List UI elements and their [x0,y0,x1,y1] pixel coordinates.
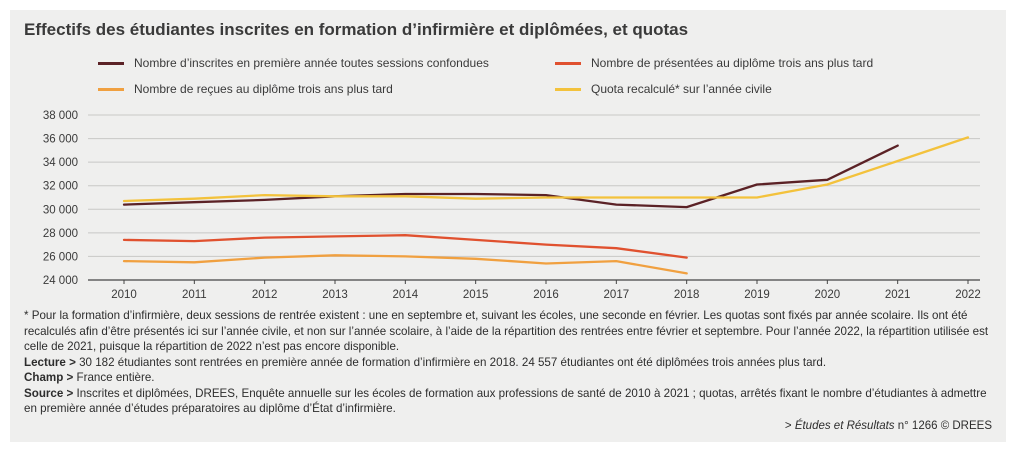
x-tick-label: 2012 [252,289,278,301]
series-line-0 [122,144,899,209]
x-tick-label: 2021 [885,289,911,301]
lecture-note: Lecture > 30 182 étudiantes sont rentrée… [24,355,999,371]
attribution-publication: Études et Résultats [794,420,895,432]
attribution-prefix: > [784,420,795,432]
x-tick-label: 2015 [463,289,489,301]
attribution: > Études et Résultats n° 1266 © DREES [785,420,992,432]
source-label: Source > [24,386,74,400]
x-tick-label: 2011 [182,289,207,301]
x-tick-label: 2018 [674,289,700,301]
source-note: Source > Inscrites et diplômées, DREES, … [24,386,999,417]
champ-text: France entière. [73,371,155,384]
x-tick-label: 2022 [955,289,981,301]
legend-label-quota: Quota recalculé* sur l’année civile [591,82,772,96]
legend-swatch-presentees [555,61,581,65]
legend-label-presentees: Nombre de présentées au diplôme trois an… [591,56,874,70]
x-tick-label: 2013 [322,289,348,301]
legend-item-inscrites: Nombre d’inscrites en première année tou… [98,55,489,71]
chart-panel: Effectifs des étudiantes inscrites en fo… [10,10,1006,442]
champ-label: Champ > [24,371,74,384]
legend-label-recues: Nombre de reçues au diplôme trois ans pl… [134,82,393,96]
x-tick-label: 2014 [393,289,419,301]
y-tick-label: 36 000 [43,134,78,146]
legend-item-presentees: Nombre de présentées au diplôme trois an… [555,55,873,71]
x-tick-label: 2020 [815,289,841,301]
series-line-3 [122,136,970,203]
chart-notes: * Pour la formation d’infirmière, deux s… [24,308,999,417]
legend-item-quota: Quota recalculé* sur l’année civile [555,81,772,97]
x-tick-label: 2010 [111,289,137,301]
y-tick-label: 34 000 [43,157,78,169]
x-tick-label: 2019 [744,289,770,301]
y-tick-label: 26 000 [43,251,78,263]
legend-label-inscrites: Nombre d’inscrites en première année tou… [134,56,489,70]
source-text: Inscrites et diplômées, DREES, Enquête a… [24,386,987,416]
series-line-2 [122,254,688,275]
y-tick-label: 38 000 [43,110,78,122]
legend-swatch-recues [98,87,124,91]
series-line-1 [122,234,688,259]
legend-swatch-quota [555,87,581,91]
chart-title: Effectifs des étudiantes inscrites en fo… [24,20,689,39]
y-tick-label: 32 000 [43,181,78,193]
x-tick-label: 2017 [604,289,630,301]
legend-swatch-inscrites [98,61,124,65]
champ-note: Champ > France entière. [24,370,999,386]
lecture-text: 30 182 étudiantes sont rentrées en premi… [75,355,827,369]
legend-item-recues: Nombre de reçues au diplôme trois ans pl… [98,81,393,97]
y-tick-label: 24 000 [43,275,78,287]
lecture-label: Lecture > [24,355,76,369]
footnote: * Pour la formation d’infirmière, deux s… [24,309,989,353]
y-tick-label: 28 000 [43,228,78,240]
line-chart: 24 000 26 000 28 000 30 000 32 000 34 000 36 0… [43,110,981,301]
attribution-suffix: n° 1266 © DREES [894,420,992,432]
x-tick-label: 2016 [533,289,559,301]
y-tick-label: 30 000 [43,204,78,216]
